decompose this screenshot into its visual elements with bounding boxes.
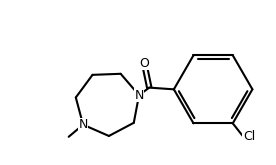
Text: Cl: Cl — [243, 130, 255, 143]
Text: O: O — [139, 57, 149, 69]
Text: N: N — [78, 118, 88, 131]
Text: N: N — [134, 89, 144, 102]
